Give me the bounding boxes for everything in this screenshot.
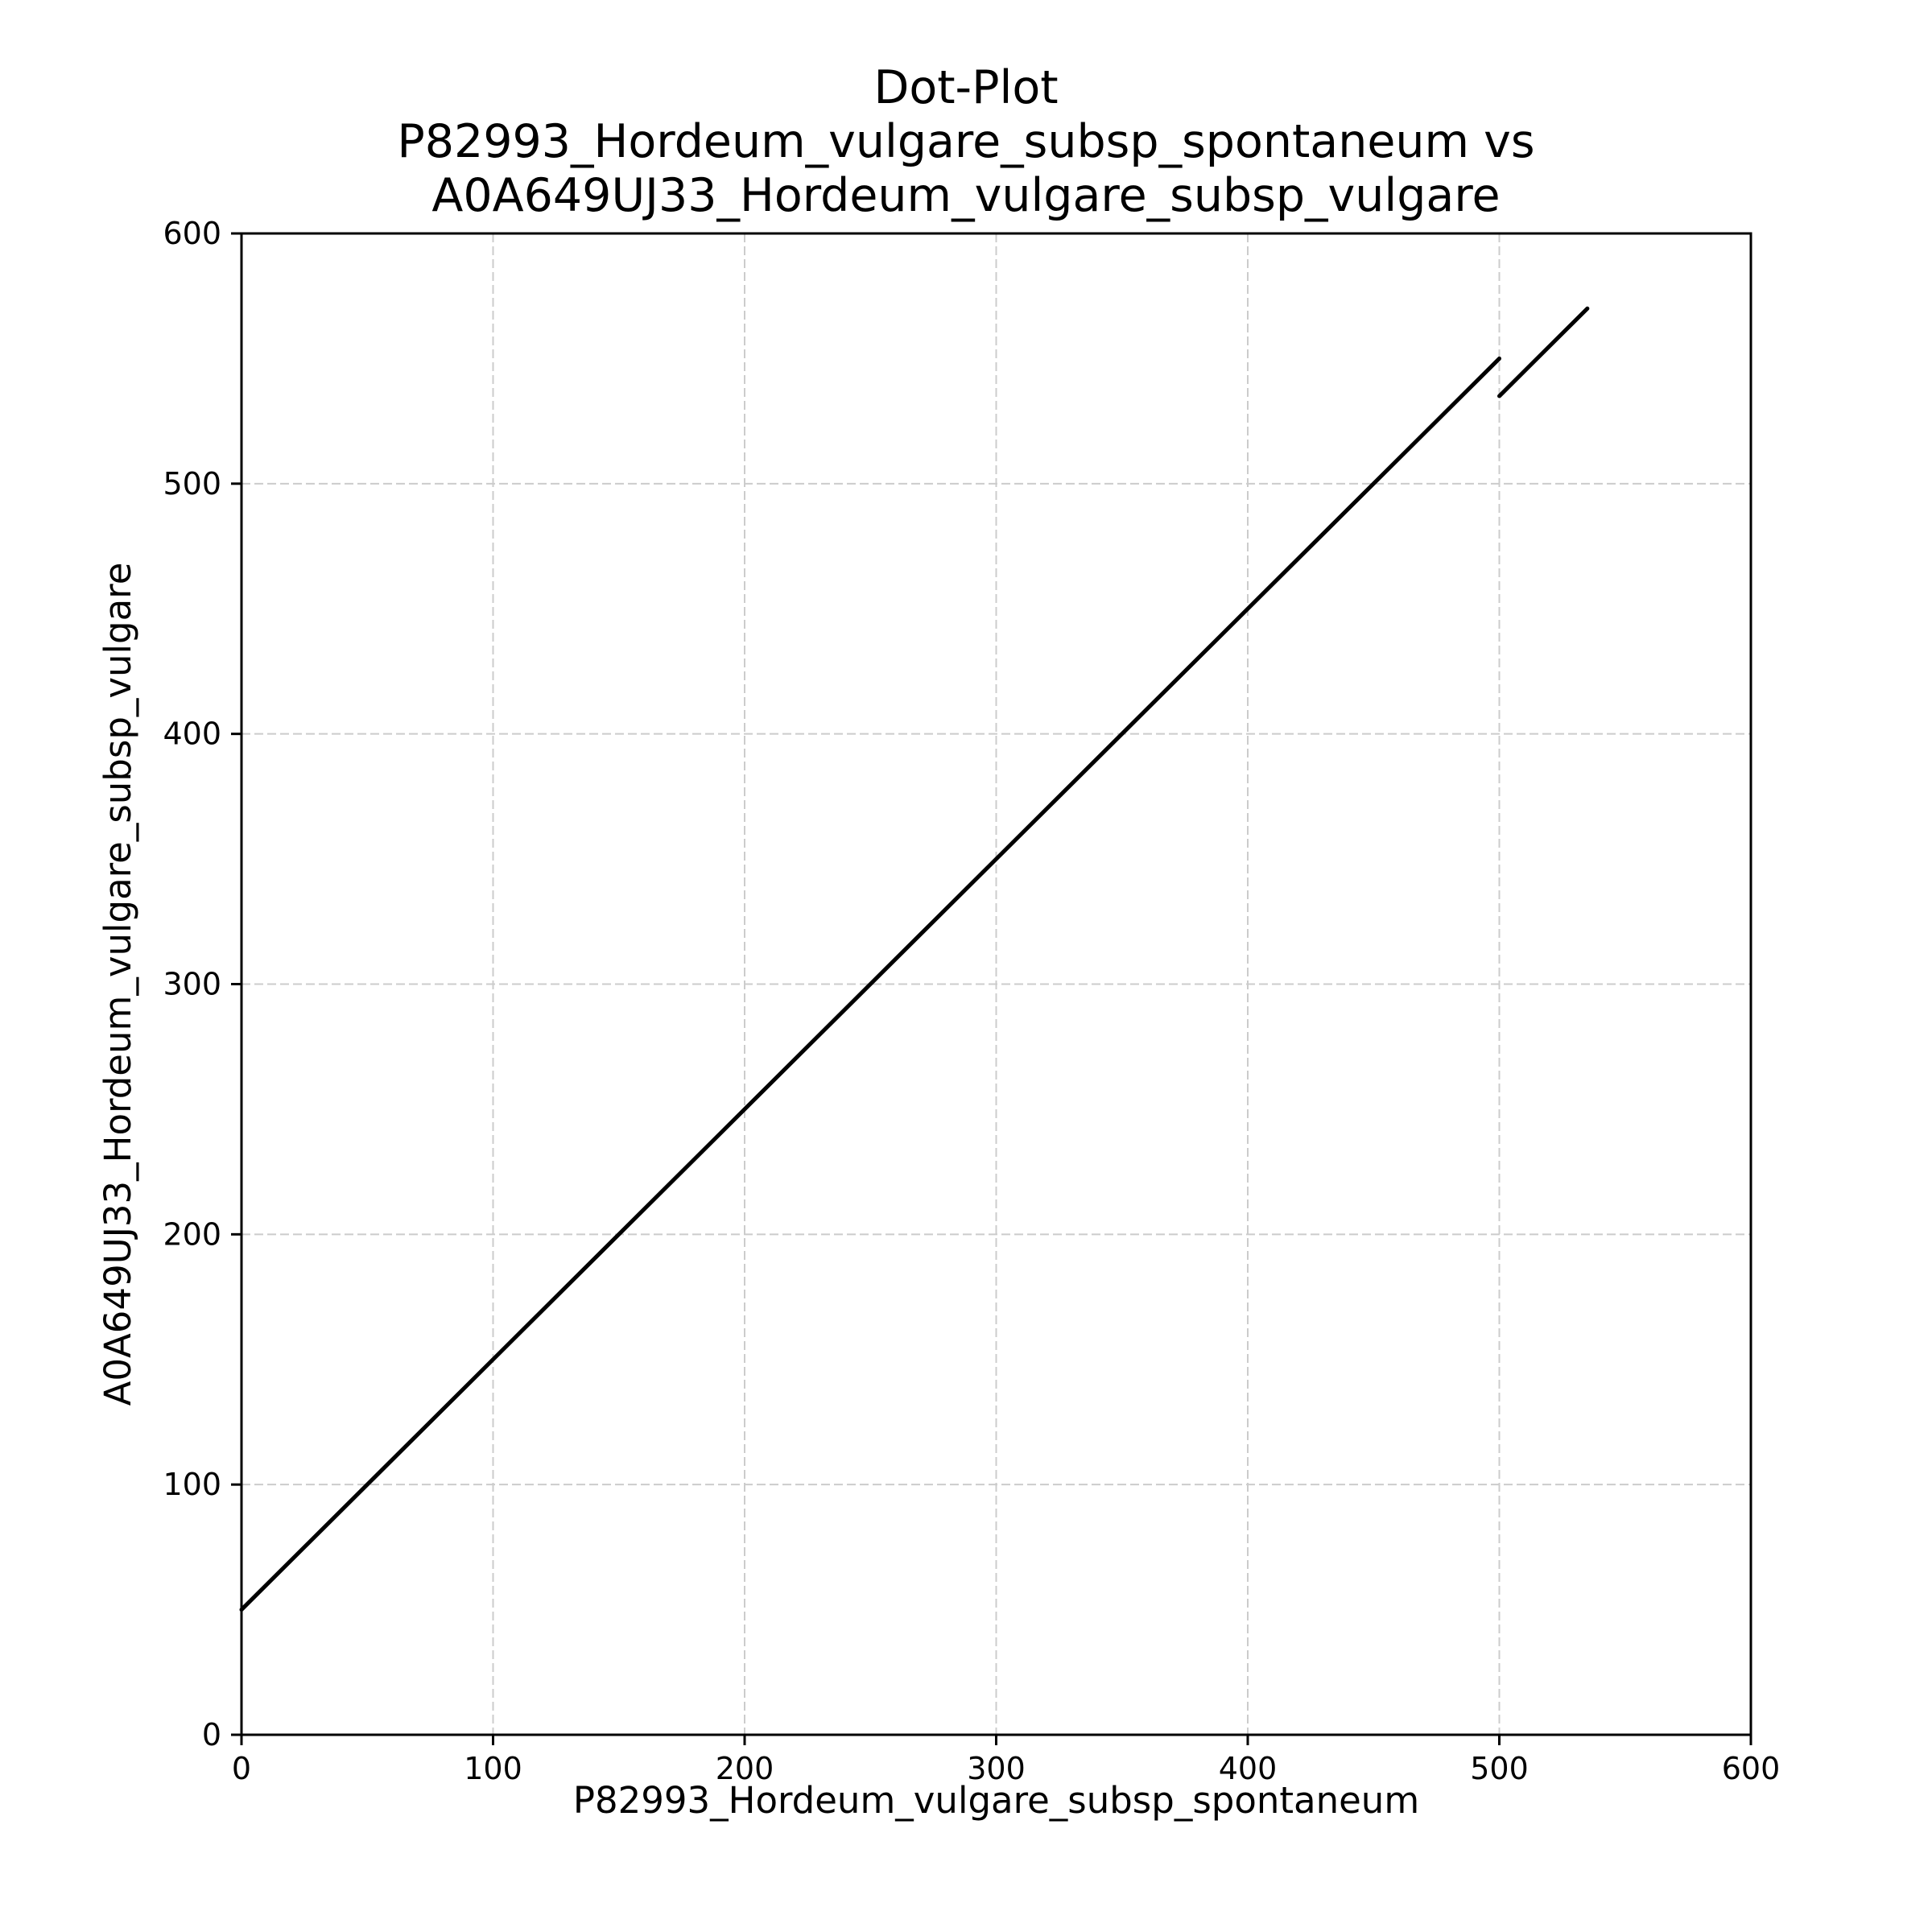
x-tick-label: 200 xyxy=(716,1751,774,1786)
chart-title-line-2: P82993_Hordeum_vulgare_subsp_spontaneum … xyxy=(397,115,1535,168)
x-tick-label: 100 xyxy=(464,1751,522,1786)
axis-ticks: 0 100 200 300 400 500 600 0 100 200 300 400 500 600 xyxy=(163,216,1780,1786)
y-tick-label: 0 xyxy=(202,1717,221,1752)
x-tick-label: 400 xyxy=(1219,1751,1278,1786)
alignment-series xyxy=(239,306,1590,1612)
y-axis-label: A0A649UJ33_Hordeum_vulgare_subsp_vulgare xyxy=(97,563,139,1406)
chart-title-line-3: A0A649UJ33_Hordeum_vulgare_subsp_vulgare xyxy=(431,169,1501,222)
x-tick-label: 500 xyxy=(1470,1751,1529,1786)
y-tick-label: 300 xyxy=(163,967,221,1002)
x-tick-label: 300 xyxy=(967,1751,1026,1786)
y-tick-label: 200 xyxy=(163,1216,221,1252)
y-tick-label: 400 xyxy=(163,716,221,752)
alignment-segment-2 xyxy=(1497,306,1590,398)
y-tick-label: 600 xyxy=(163,216,221,251)
x-tick-label: 600 xyxy=(1722,1751,1781,1786)
x-axis-label: P82993_Hordeum_vulgare_subsp_spontaneum xyxy=(573,1779,1419,1822)
chart-title-line-1: Dot-Plot xyxy=(873,61,1059,114)
alignment-segment-1 xyxy=(239,356,1501,1612)
y-tick-label: 100 xyxy=(163,1467,221,1502)
y-tick-label: 500 xyxy=(163,466,221,502)
grid-lines xyxy=(242,233,1751,1735)
x-tick-label: 0 xyxy=(232,1751,251,1786)
